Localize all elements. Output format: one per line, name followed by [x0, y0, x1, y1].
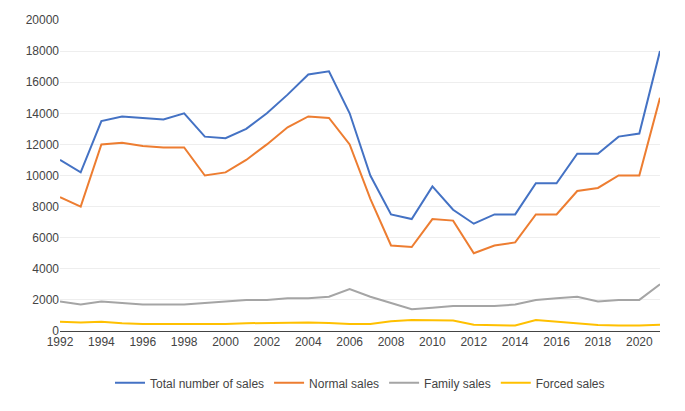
- svg-text:2010: 2010: [419, 335, 446, 349]
- svg-text:2016: 2016: [543, 335, 570, 349]
- svg-text:2020: 2020: [626, 335, 653, 349]
- svg-text:6000: 6000: [32, 231, 59, 245]
- svg-text:14000: 14000: [26, 107, 60, 121]
- svg-text:2000: 2000: [212, 335, 239, 349]
- svg-text:4000: 4000: [32, 262, 59, 276]
- svg-text:2002: 2002: [254, 335, 281, 349]
- svg-text:1994: 1994: [88, 335, 115, 349]
- svg-text:1998: 1998: [171, 335, 198, 349]
- svg-text:18000: 18000: [26, 44, 60, 58]
- svg-text:0: 0: [52, 324, 59, 338]
- svg-text:2000: 2000: [32, 293, 59, 307]
- svg-text:2006: 2006: [336, 335, 363, 349]
- svg-text:16000: 16000: [26, 75, 60, 89]
- svg-text:20000: 20000: [26, 13, 60, 27]
- svg-text:8000: 8000: [32, 200, 59, 214]
- svg-text:Normal sales: Normal sales: [309, 377, 379, 391]
- svg-text:Family sales: Family sales: [424, 377, 491, 391]
- svg-text:2004: 2004: [295, 335, 322, 349]
- svg-text:2008: 2008: [378, 335, 405, 349]
- svg-text:Forced sales: Forced sales: [536, 377, 605, 391]
- svg-text:2018: 2018: [585, 335, 612, 349]
- svg-text:2012: 2012: [460, 335, 487, 349]
- svg-text:1992: 1992: [47, 335, 74, 349]
- svg-text:10000: 10000: [26, 169, 60, 183]
- svg-text:1996: 1996: [129, 335, 156, 349]
- svg-text:2014: 2014: [502, 335, 529, 349]
- svg-text:12000: 12000: [26, 138, 60, 152]
- svg-text:Total number of sales: Total number of sales: [150, 377, 264, 391]
